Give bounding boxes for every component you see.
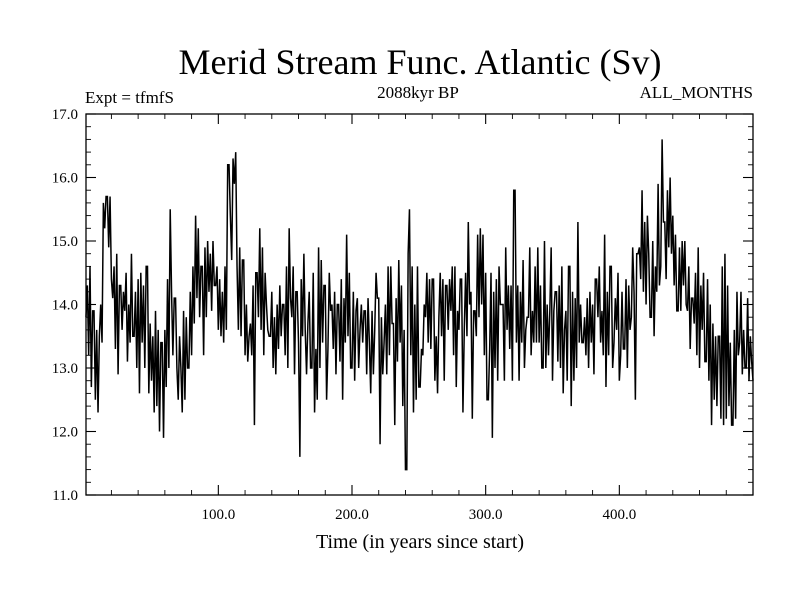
months-label: ALL_MONTHS (640, 83, 753, 102)
epoch-label: 2088kyr BP (377, 83, 459, 102)
y-tick-label: 11.0 (52, 488, 78, 504)
x-tick-label: 300.0 (469, 507, 503, 523)
x-tick-label: 200.0 (335, 507, 369, 523)
y-tick-label: 17.0 (52, 107, 78, 123)
y-tick-label: 13.0 (52, 361, 78, 377)
x-tick-label: 400.0 (602, 507, 636, 523)
y-tick-label: 14.0 (52, 298, 78, 314)
x-axis-label: Time (in years since start) (316, 531, 524, 553)
series-line (85, 139, 754, 471)
chart-title: Merid Stream Func. Atlantic (Sv) (179, 42, 662, 82)
experiment-label: Expt = tfmfS (85, 88, 174, 107)
axis-ticks: 11.0 12.0 13.0 14.0 15.0 16.0 17.0 100.0 200.0 30… (52, 107, 753, 523)
x-tick-label: 100.0 (201, 507, 235, 523)
y-tick-label: 16.0 (52, 171, 78, 187)
plot-area (85, 113, 754, 496)
y-tick-label: 15.0 (52, 234, 78, 250)
y-tick-label: 12.0 (52, 425, 78, 441)
